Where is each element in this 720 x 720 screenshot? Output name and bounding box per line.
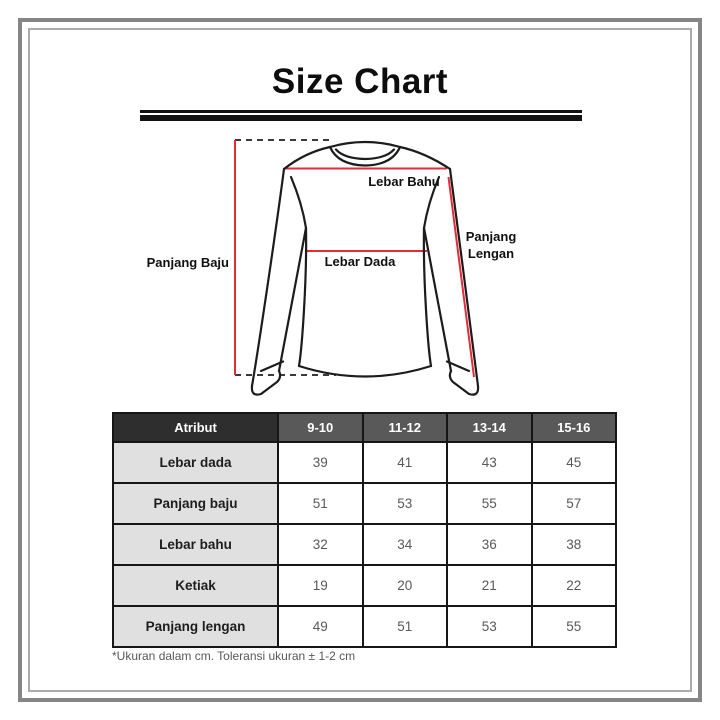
size-tolerance-footnote: *Ukuran dalam cm. Toleransi ukuran ± 1-2…	[112, 649, 356, 663]
value-cell: 34	[361, 523, 448, 566]
inner-frame-border	[28, 28, 692, 692]
title-underline	[140, 110, 582, 121]
column-header-size-11-12: 11-12	[361, 412, 448, 443]
value-cell: 49	[277, 605, 364, 648]
value-cell: 38	[530, 523, 617, 566]
column-header-size-9-10: 9-10	[277, 412, 364, 443]
page-title: Size Chart	[271, 62, 449, 101]
value-cell: 22	[530, 564, 617, 607]
size-table: Atribut 9-10 11-12 13-14 15-16 Lebar dad…	[112, 412, 617, 648]
value-cell: 32	[277, 523, 364, 566]
value-cell: 51	[361, 605, 448, 648]
table-header-row: Atribut 9-10 11-12 13-14 15-16	[112, 412, 617, 443]
value-cell: 53	[446, 605, 533, 648]
row-label-cell: Ketiak	[112, 564, 279, 607]
lebar-dada-label: Lebar Dada	[325, 254, 397, 269]
panjang-lengan-measure-line	[447, 176, 475, 378]
row-label-cell: Panjang baju	[112, 482, 279, 525]
value-cell: 45	[530, 441, 617, 484]
value-cell: 20	[361, 564, 448, 607]
value-cell: 19	[277, 564, 364, 607]
value-cell: 39	[277, 441, 364, 484]
value-cell: 55	[446, 482, 533, 525]
lebar-bahu-label: Lebar Bahu	[368, 174, 440, 189]
column-header-size-15-16: 15-16	[530, 412, 617, 443]
panjang-baju-label: Panjang Baju	[147, 255, 229, 270]
shirt-outline	[250, 140, 480, 396]
column-header-atribut: Atribut	[112, 412, 279, 443]
table-row: Ketiak 19 20 21 22	[112, 564, 617, 607]
title-underline-thin	[140, 110, 582, 113]
value-cell: 51	[277, 482, 364, 525]
value-cell: 21	[446, 564, 533, 607]
value-cell: 36	[446, 523, 533, 566]
panjang-lengan-label-line1: Panjang	[466, 229, 517, 244]
outer-frame-border	[18, 18, 702, 702]
value-cell: 57	[530, 482, 617, 525]
title-underline-thick	[140, 115, 582, 121]
row-label-cell: Lebar bahu	[112, 523, 279, 566]
value-cell: 55	[530, 605, 617, 648]
table-row: Lebar bahu 32 34 36 38	[112, 523, 617, 566]
panjang-lengan-label-line2: Lengan	[468, 246, 514, 261]
shirt-measurement-diagram: Panjang Baju Lebar Bahu Lebar Dada Panja…	[147, 139, 517, 396]
value-cell: 41	[361, 441, 448, 484]
table-row: Panjang lengan 49 51 53 55	[112, 605, 617, 648]
column-header-size-13-14: 13-14	[446, 412, 533, 443]
value-cell: 53	[361, 482, 448, 525]
value-cell: 43	[446, 441, 533, 484]
table-row: Lebar dada 39 41 43 45	[112, 441, 617, 484]
row-label-cell: Lebar dada	[112, 441, 279, 484]
table-row: Panjang baju 51 53 55 57	[112, 482, 617, 525]
row-label-cell: Panjang lengan	[112, 605, 279, 648]
